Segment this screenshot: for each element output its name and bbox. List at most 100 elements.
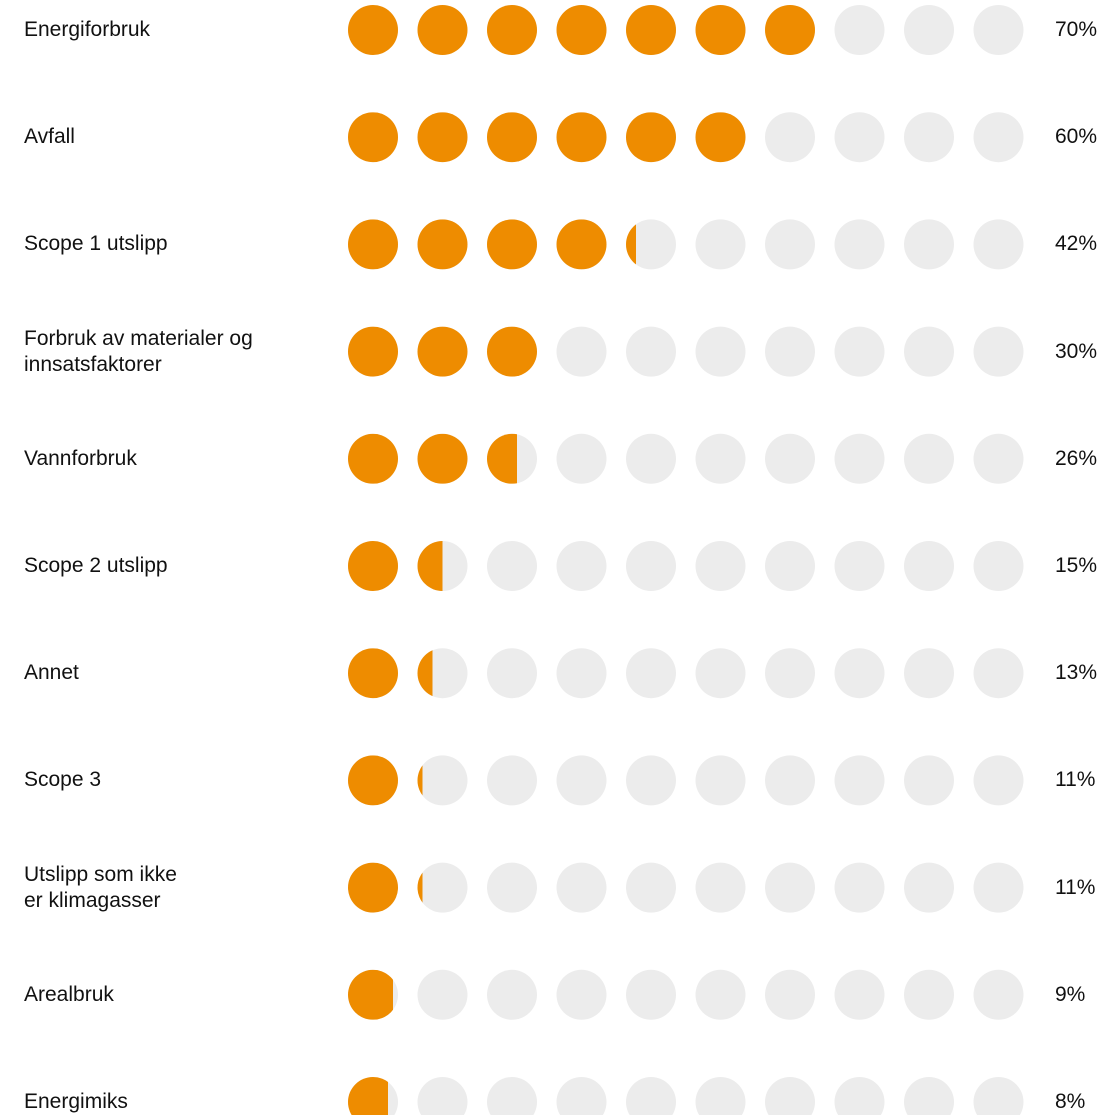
value-label: 8% [1055, 1090, 1086, 1113]
empty-dot [487, 541, 537, 591]
empty-dot [904, 326, 954, 377]
category-label: Energimiks [24, 1090, 128, 1113]
category-label: Scope 3 [24, 768, 102, 792]
filled-dot [487, 219, 537, 270]
filled-dot [417, 872, 423, 903]
filled-dot [626, 224, 636, 265]
empty-dot [834, 112, 885, 163]
filled-dot [417, 541, 443, 591]
filled-dot [348, 433, 398, 484]
empty-dot [556, 541, 607, 591]
empty-dot [487, 969, 537, 1020]
empty-dot [556, 648, 607, 699]
filled-dot [417, 433, 468, 484]
filled-dot [487, 5, 537, 55]
category-label: Annet [24, 661, 79, 685]
category-label: Utslipp som ikke er klimagasser [24, 862, 177, 912]
empty-dot [904, 648, 954, 699]
filled-dot [348, 541, 398, 591]
category-label: Forbruk av materialer og innsatsfaktorer [24, 326, 253, 376]
empty-dot [695, 1077, 746, 1115]
empty-dot [556, 433, 607, 484]
empty-dot [904, 862, 954, 913]
empty-dot [904, 969, 954, 1020]
empty-dot [973, 219, 1024, 270]
empty-dot [556, 326, 607, 377]
filled-dot [348, 326, 398, 377]
empty-dot [417, 755, 468, 806]
filled-dot [487, 112, 537, 163]
value-label: 42% [1055, 232, 1098, 256]
empty-dot [556, 1077, 607, 1115]
category-label: Vannforbruk [24, 446, 137, 470]
empty-dot [904, 1077, 954, 1115]
empty-dot [834, 1077, 885, 1115]
empty-dot [695, 326, 746, 377]
filled-dot [348, 862, 398, 913]
value-label: 60% [1055, 125, 1098, 149]
empty-dot [834, 5, 885, 55]
empty-dot [765, 219, 815, 270]
empty-dot [626, 1077, 676, 1115]
empty-dot [695, 219, 746, 270]
empty-dot [834, 541, 885, 591]
empty-dot [904, 433, 954, 484]
empty-dot [626, 862, 676, 913]
empty-dot [973, 862, 1024, 913]
empty-dot [556, 755, 607, 806]
empty-dot [556, 969, 607, 1020]
empty-dot [695, 433, 746, 484]
filled-dot [556, 5, 607, 55]
category-label: Scope 1 utslipp [24, 232, 168, 256]
filled-dot [348, 112, 398, 163]
value-label: 13% [1055, 661, 1098, 685]
filled-dot [487, 433, 517, 484]
empty-dot [834, 969, 885, 1020]
filled-dot [695, 5, 746, 55]
empty-dot [904, 112, 954, 163]
filled-dot [695, 112, 746, 163]
category-label: Scope 2 utslipp [24, 554, 168, 577]
value-label: 11% [1055, 768, 1096, 792]
empty-dot [626, 648, 676, 699]
filled-dot [348, 969, 393, 1020]
empty-dot [626, 755, 676, 806]
empty-dot [973, 112, 1024, 163]
filled-dot [556, 219, 607, 270]
empty-dot [904, 541, 954, 591]
filled-dot [348, 755, 398, 806]
empty-dot [973, 326, 1024, 377]
category-label: Energiforbruk [24, 18, 151, 41]
value-label: 30% [1055, 339, 1098, 363]
empty-dot [973, 541, 1024, 591]
empty-dot [417, 862, 468, 913]
empty-dot [626, 433, 676, 484]
filled-dot [348, 648, 398, 699]
empty-dot [695, 541, 746, 591]
empty-dot [904, 5, 954, 55]
empty-dot [626, 219, 676, 270]
empty-dot [765, 433, 815, 484]
empty-dot [487, 862, 537, 913]
empty-dot [695, 648, 746, 699]
empty-dot [695, 862, 746, 913]
empty-dot [695, 755, 746, 806]
empty-dot [904, 219, 954, 270]
empty-dot [626, 969, 676, 1020]
filled-dot [417, 5, 468, 55]
filled-dot [348, 1077, 388, 1115]
filled-dot [417, 219, 468, 270]
empty-dot [834, 326, 885, 377]
filled-dot [348, 5, 398, 55]
empty-dot [765, 326, 815, 377]
empty-dot [765, 755, 815, 806]
empty-dot [765, 112, 815, 163]
empty-dot [834, 755, 885, 806]
value-label: 26% [1055, 446, 1098, 470]
empty-dot [765, 969, 815, 1020]
empty-dot [487, 755, 537, 806]
empty-dot [417, 969, 468, 1020]
empty-dot [487, 1077, 537, 1115]
value-label: 15% [1055, 554, 1098, 577]
